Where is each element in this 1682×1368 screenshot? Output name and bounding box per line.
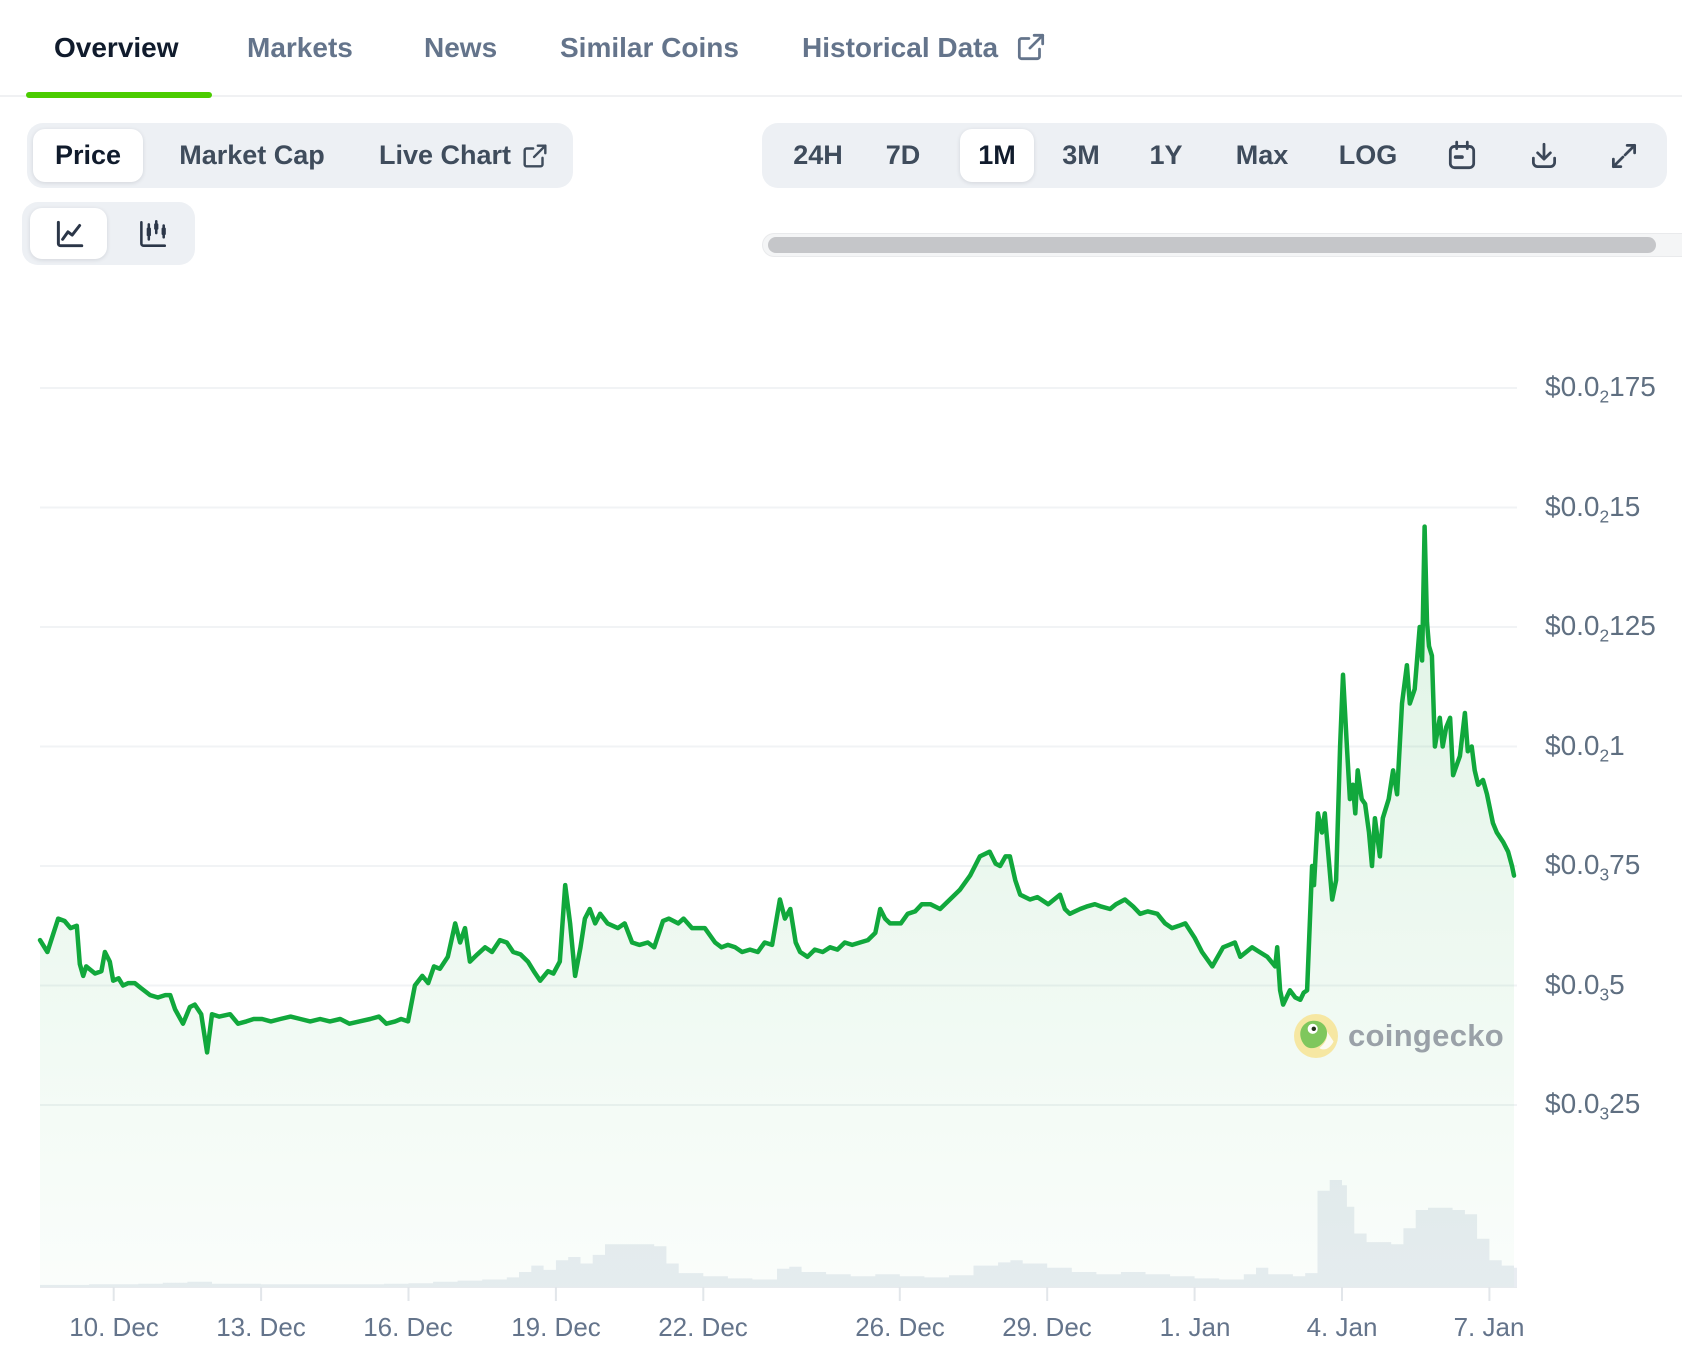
tab-historical-data[interactable]: Historical Data bbox=[802, 32, 999, 63]
price-area-fill bbox=[40, 526, 1514, 1287]
x-axis-label: 16. Dec bbox=[363, 1312, 453, 1342]
tab-similar-coins[interactable]: Similar Coins bbox=[560, 32, 739, 63]
chart-horizontal-scrollbar[interactable] bbox=[762, 233, 1682, 257]
range-switcher: 24H 7D 1M 3M 1Y Max LOG bbox=[762, 123, 1667, 188]
y-axis-label: $0.021 bbox=[1545, 729, 1625, 766]
tab-divider bbox=[0, 95, 1682, 97]
x-axis-label: 4. Jan bbox=[1306, 1312, 1378, 1342]
x-axis-label: 26. Dec bbox=[855, 1312, 945, 1342]
range-1m-button[interactable]: 1M bbox=[960, 129, 1034, 182]
coingecko-logo-icon bbox=[1294, 1014, 1338, 1058]
price-line bbox=[37, 524, 1517, 1055]
watermark-brand-text: coingecko bbox=[1348, 1018, 1505, 1053]
y-axis-label: $0.0375 bbox=[1545, 849, 1641, 885]
x-axis-label: 10. Dec bbox=[69, 1312, 159, 1342]
coingecko-watermark: coingecko bbox=[1294, 1014, 1504, 1058]
y-axis-label: $0.035 bbox=[1545, 968, 1625, 1005]
range-3m-button[interactable]: 3M bbox=[1062, 140, 1100, 170]
calendar-icon[interactable] bbox=[1438, 123, 1486, 188]
range-7d-button[interactable]: 7D bbox=[885, 140, 921, 170]
active-tab-underline bbox=[26, 92, 212, 98]
x-axis-label: 19. Dec bbox=[511, 1312, 601, 1342]
external-link-icon bbox=[520, 141, 550, 171]
x-axis-label: 22. Dec bbox=[658, 1312, 748, 1342]
range-1y-button[interactable]: 1Y bbox=[1149, 140, 1183, 170]
fullscreen-icon[interactable] bbox=[1600, 123, 1648, 188]
metric-price-button[interactable]: Price bbox=[33, 129, 143, 182]
y-axis-label: $0.0325 bbox=[1545, 1088, 1641, 1124]
y-axis-label: $0.0215 bbox=[1545, 490, 1641, 527]
chart-type-switcher bbox=[22, 202, 195, 265]
tab-overview[interactable]: Overview bbox=[54, 32, 179, 63]
live-chart-label: Live Chart bbox=[378, 140, 512, 170]
line-chart-icon[interactable] bbox=[30, 208, 107, 259]
price-chart[interactable]: $0.02175 $0.0215 $0.02125 $0.021 $0.0375 $0.0… bbox=[0, 270, 1682, 1368]
x-axis-label: 13. Dec bbox=[216, 1312, 306, 1342]
download-icon[interactable] bbox=[1520, 123, 1568, 188]
range-max-button[interactable]: Max bbox=[1235, 140, 1289, 170]
log-scale-button[interactable]: LOG bbox=[1338, 140, 1398, 170]
metric-market-cap-button[interactable]: Market Cap bbox=[179, 140, 325, 170]
x-axis-label: 1. Jan bbox=[1159, 1312, 1231, 1342]
x-axis-label: 7. Jan bbox=[1453, 1312, 1525, 1342]
tab-markets[interactable]: Markets bbox=[247, 32, 353, 63]
tab-bar: Overview Markets News Similar Coins Hist… bbox=[0, 0, 1682, 99]
y-axis-label: $0.02125 bbox=[1545, 610, 1656, 646]
candlestick-chart-icon[interactable] bbox=[117, 202, 187, 265]
scrollbar-thumb[interactable] bbox=[768, 237, 1656, 253]
tab-news[interactable]: News bbox=[424, 32, 498, 63]
external-link-icon[interactable] bbox=[1014, 30, 1048, 64]
range-24h-button[interactable]: 24H bbox=[793, 140, 843, 170]
metric-switcher: Price Market Cap Live Chart bbox=[27, 123, 573, 188]
x-axis-label: 29. Dec bbox=[1002, 1312, 1092, 1342]
y-axis-label: $0.02175 bbox=[1545, 371, 1656, 407]
metric-live-chart-button[interactable]: Live Chart bbox=[362, 123, 567, 188]
